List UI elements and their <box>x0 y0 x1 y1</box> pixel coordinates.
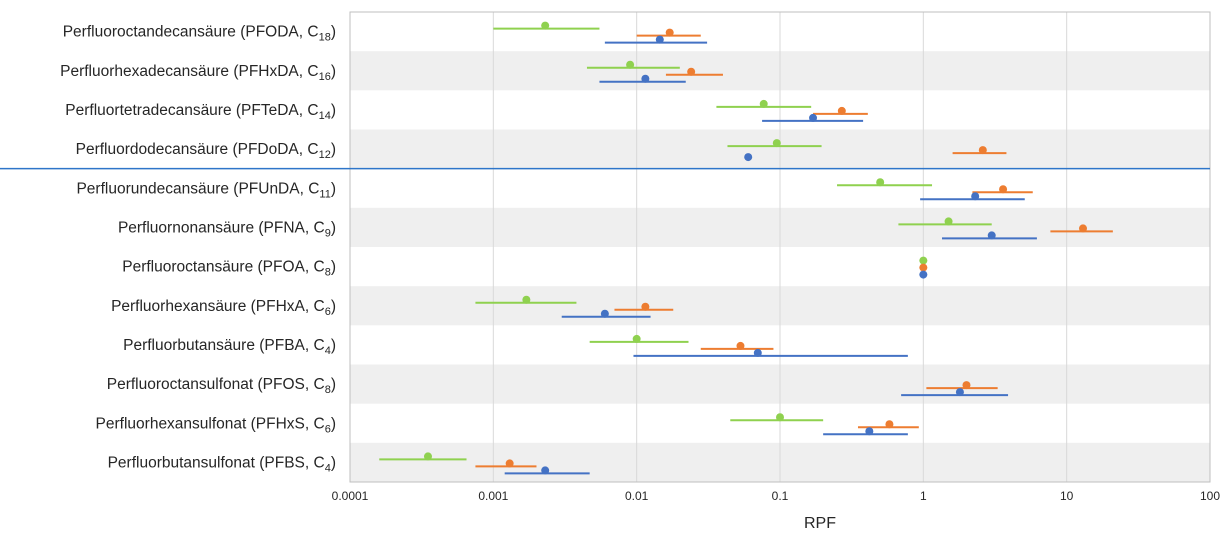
data-point <box>978 146 987 155</box>
data-point <box>626 60 635 69</box>
data-point <box>1078 224 1087 233</box>
data-point <box>632 334 641 343</box>
plot-area <box>349 11 1211 483</box>
x-axis-title: RPF <box>804 515 836 532</box>
category-label: Perfluordodecansäure (PFDoDA, C12) <box>76 141 336 161</box>
data-point <box>541 466 550 475</box>
data-point <box>736 341 745 350</box>
category-label: Perfluorundecansäure (PFUnDA, C11) <box>76 180 336 200</box>
data-point <box>999 185 1008 194</box>
data-point <box>423 452 432 461</box>
category-label: Perfluorhexansäure (PFHxA, C6) <box>111 298 336 318</box>
data-point <box>876 178 885 187</box>
x-tick-label: 100 <box>1200 489 1220 503</box>
x-tick-label: 10 <box>1060 489 1074 503</box>
data-point <box>944 217 953 226</box>
data-point <box>837 106 846 115</box>
data-point <box>955 388 964 397</box>
category-label: Perfluorhexansulfonat (PFHxS, C6) <box>96 415 336 435</box>
data-point <box>776 413 784 422</box>
data-point <box>753 348 762 357</box>
data-point <box>522 295 531 304</box>
category-label: Perfluortetradecansäure (PFTeDA, C14) <box>65 102 336 122</box>
x-tick-label: 0.001 <box>478 489 508 503</box>
x-tick-label: 0.0001 <box>332 489 369 503</box>
data-point <box>987 231 996 240</box>
data-point <box>971 192 980 201</box>
data-point <box>919 270 928 279</box>
data-point <box>962 381 971 390</box>
category-label: Perfluorbutansäure (PFBA, C4) <box>123 337 336 357</box>
data-point <box>809 113 818 122</box>
data-point <box>919 263 928 272</box>
data-point <box>641 302 650 311</box>
data-point <box>759 99 768 108</box>
data-point <box>600 309 609 318</box>
data-point <box>541 21 550 30</box>
data-point <box>885 420 894 429</box>
x-tick-label: 1 <box>920 489 927 503</box>
data-point <box>744 153 753 162</box>
data-point <box>772 139 781 148</box>
data-point <box>505 459 514 468</box>
category-label: Perfluorhexadecansäure (PFHxDA, C16) <box>60 63 336 83</box>
x-tick-label: 0.1 <box>772 489 789 503</box>
data-point <box>641 74 650 83</box>
data-point <box>865 427 874 436</box>
x-tick-label: 0.01 <box>625 489 649 503</box>
category-label: Perfluornonansäure (PFNA, C9) <box>118 219 336 239</box>
data-point <box>665 28 674 37</box>
category-label: Perfluorbutansulfonat (PFBS, C4) <box>108 454 336 474</box>
data-point <box>655 35 664 44</box>
data-point <box>919 256 928 265</box>
category-label: Perfluoroctandecansäure (PFODA, C18) <box>63 24 336 44</box>
data-point <box>687 67 696 76</box>
category-label: Perfluoroctansulfonat (PFOS, C8) <box>107 376 336 396</box>
category-label: Perfluoroctansäure (PFOA, C8) <box>122 259 336 279</box>
